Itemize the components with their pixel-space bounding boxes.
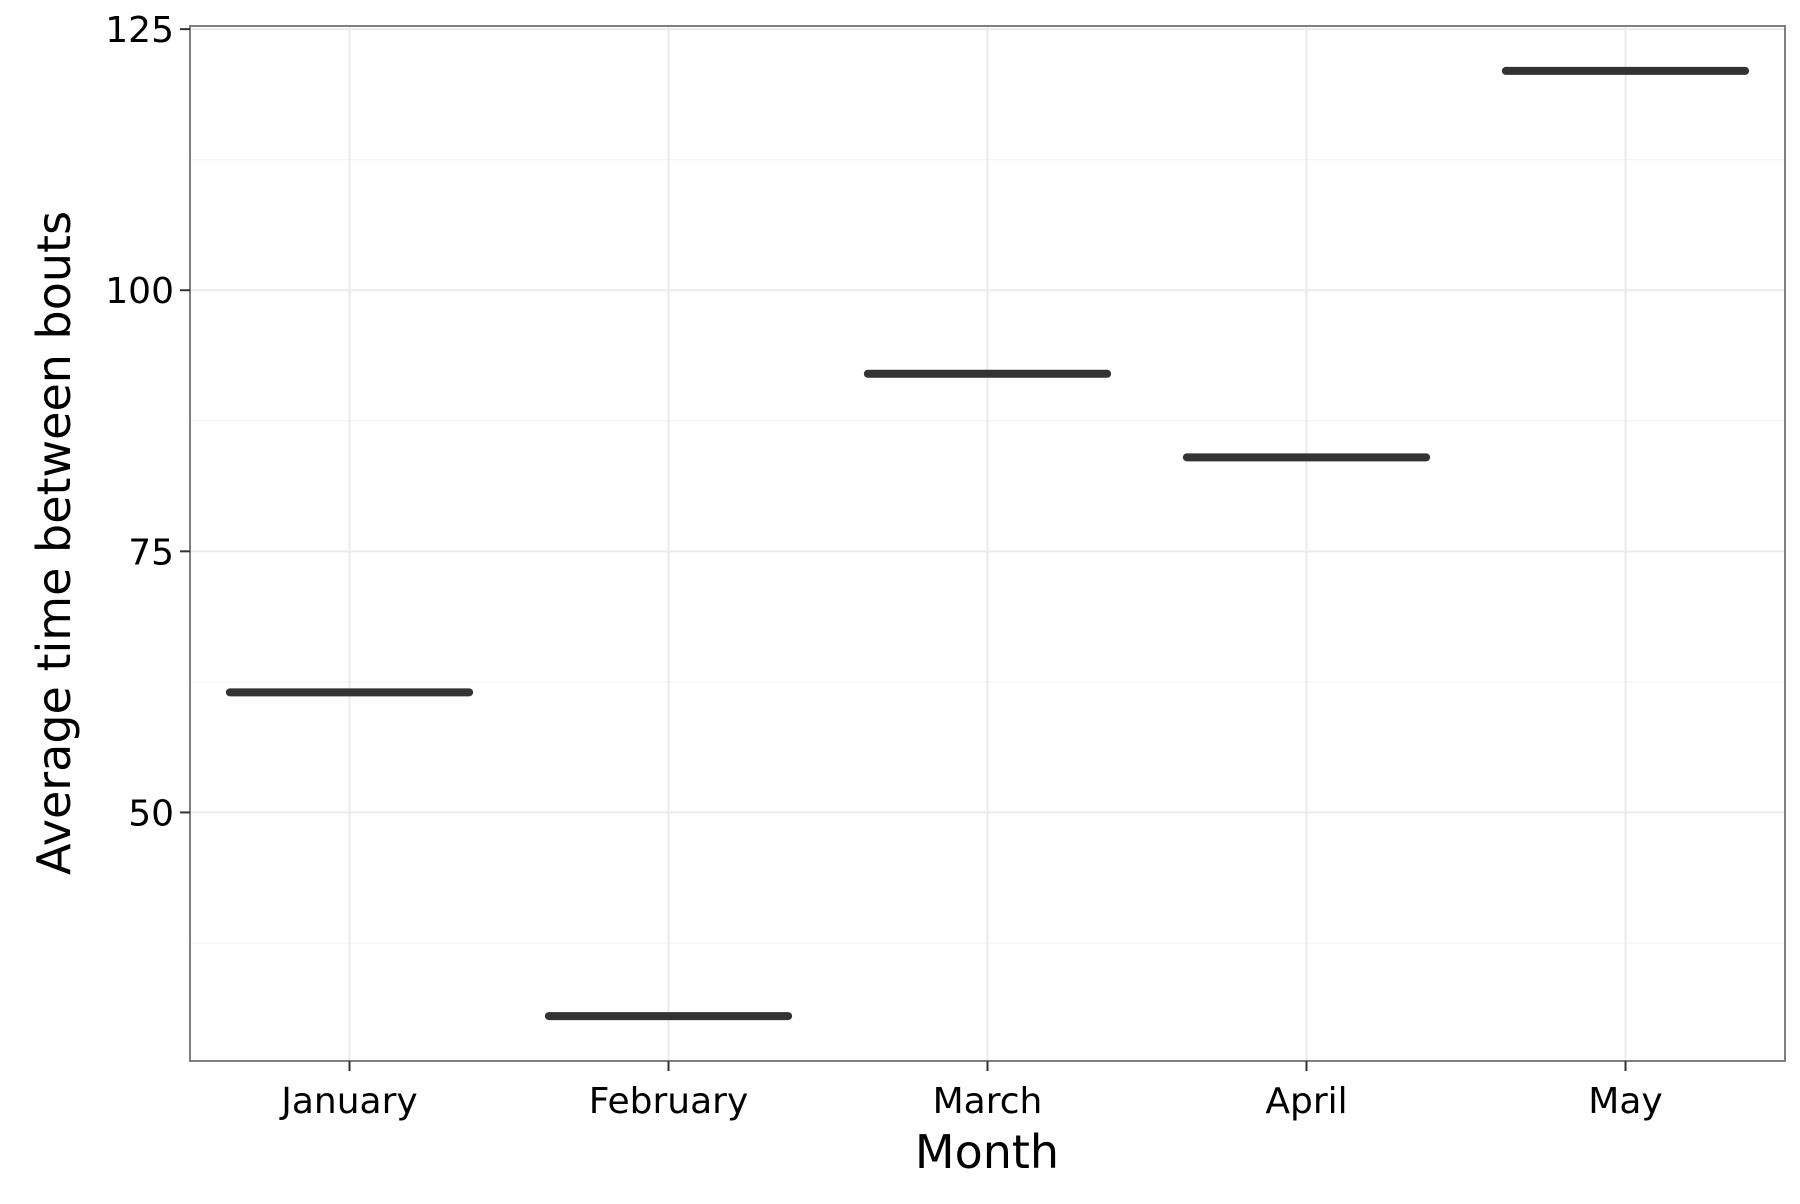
grid-layer bbox=[190, 26, 1785, 1061]
x-tick-label-may: May bbox=[1588, 1081, 1662, 1122]
x-tick-label-march: March bbox=[933, 1081, 1043, 1122]
axes-layer: 50 75 100 125 January February March April May bbox=[105, 10, 1662, 1122]
x-axis-title: Month bbox=[915, 1125, 1059, 1179]
y-tick-label: 75 bbox=[128, 532, 174, 573]
x-tick-label-january: January bbox=[279, 1081, 417, 1122]
marks-layer bbox=[225, 66, 1750, 1021]
y-tick-label: 125 bbox=[105, 10, 174, 51]
y-tick-label: 50 bbox=[128, 793, 174, 834]
x-tick-label-april: April bbox=[1265, 1081, 1347, 1122]
y-axis-title: Average time between bouts bbox=[27, 211, 81, 875]
y-tick-label: 100 bbox=[105, 271, 174, 312]
x-tick-label-february: February bbox=[589, 1081, 749, 1122]
